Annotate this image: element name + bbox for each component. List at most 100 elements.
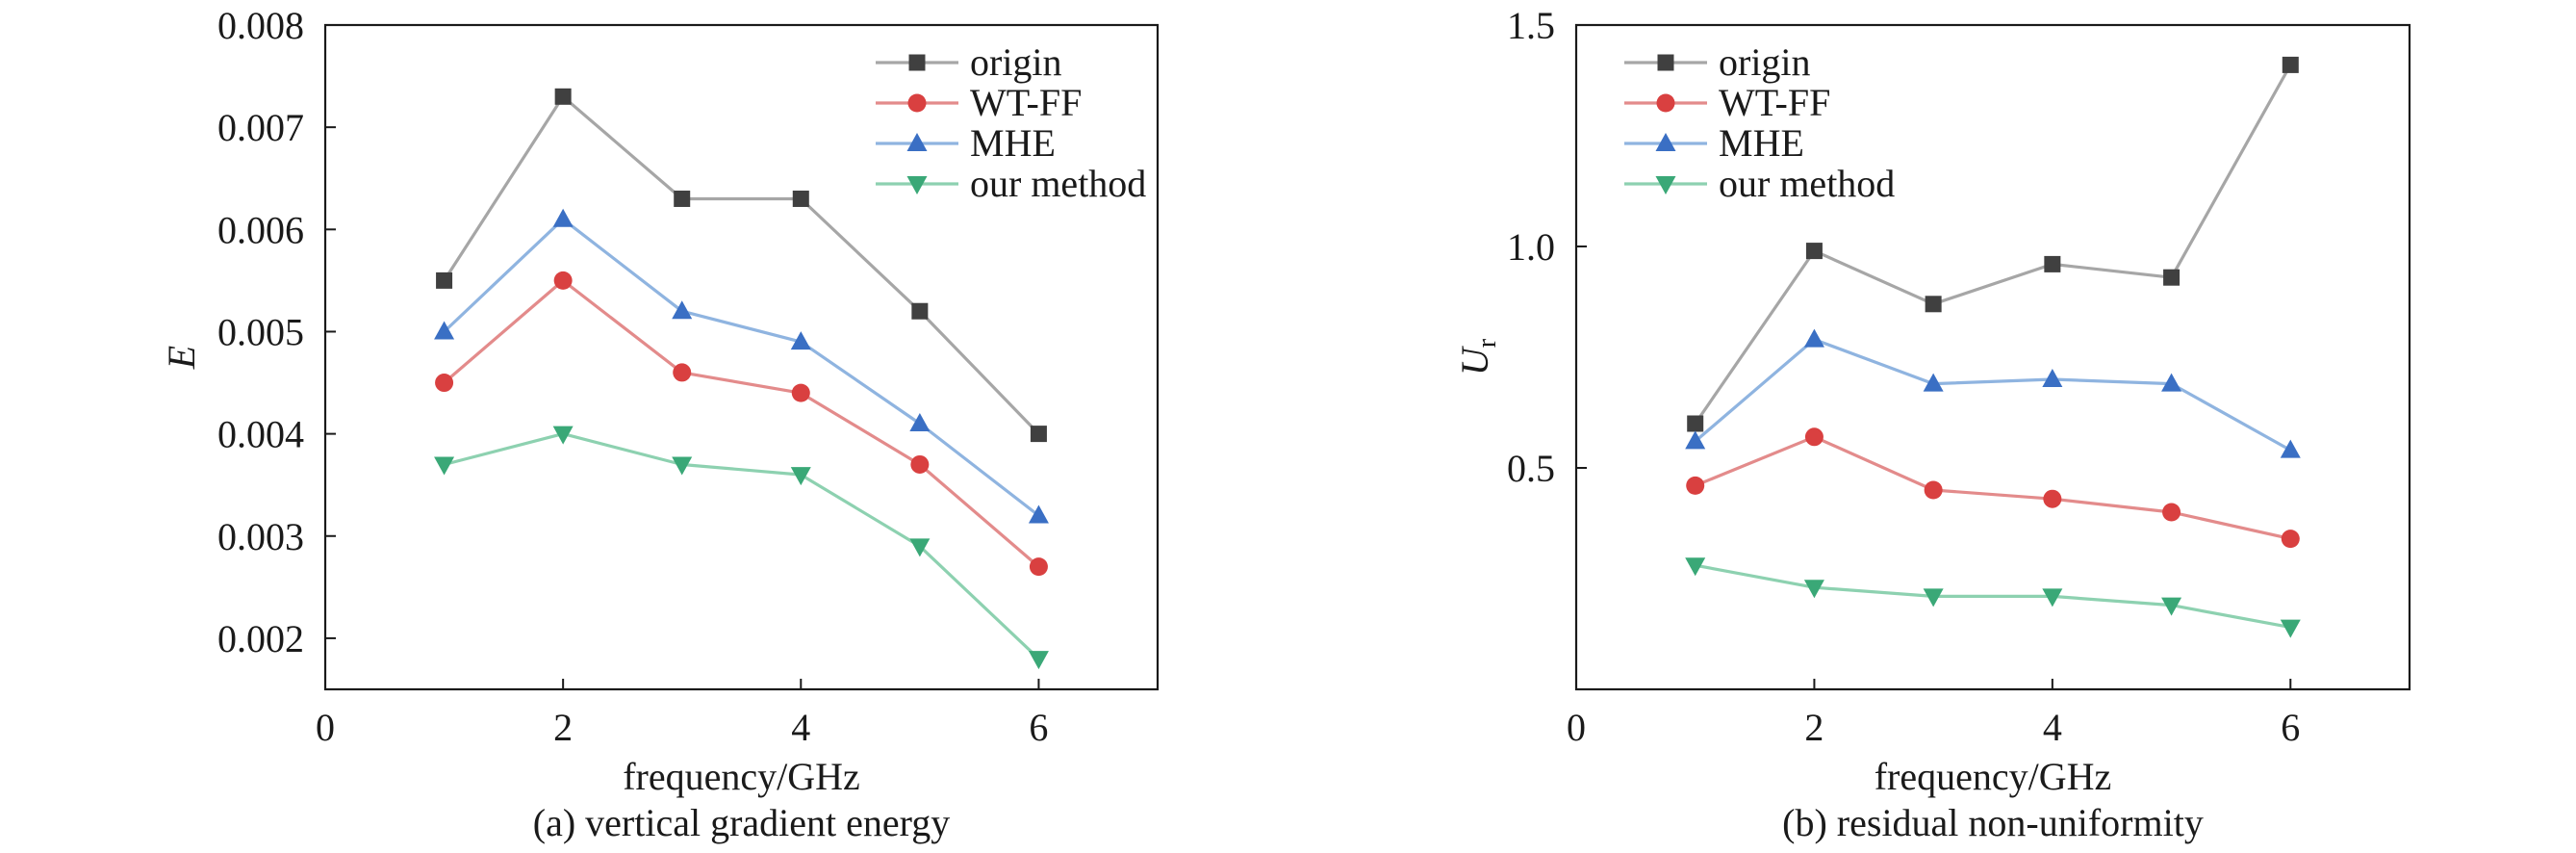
- data-point: [791, 383, 810, 402]
- data-point: [911, 302, 929, 320]
- data-point: [1687, 415, 1704, 432]
- data-point: [792, 190, 809, 207]
- y-tick-label: 1.5: [1507, 4, 1555, 47]
- y-axis-label-subscript: r: [1472, 338, 1502, 348]
- legend-label: our method: [1719, 162, 1895, 205]
- x-tick-label: 2: [1804, 706, 1824, 749]
- chart-caption: (b) residual non-uniformity: [1782, 801, 2204, 844]
- series-wt-ff: [435, 271, 1048, 577]
- data-point: [1923, 373, 1944, 392]
- data-point: [554, 88, 572, 105]
- y-tick-label: 0.004: [217, 413, 304, 456]
- data-point: [1030, 426, 1047, 443]
- series-origin: [1687, 56, 2299, 432]
- legend-label: WT-FF: [1719, 81, 1830, 124]
- legend-entry: origin: [1624, 40, 1811, 84]
- data-point: [2163, 269, 2181, 286]
- data-point: [1924, 480, 1943, 500]
- legend-marker: [1657, 54, 1674, 71]
- legend-marker: [906, 176, 928, 194]
- data-point: [790, 331, 811, 350]
- legend-marker: [906, 133, 928, 151]
- legend-marker: [1655, 133, 1676, 151]
- legend-marker: [1655, 176, 1676, 194]
- series-line: [1695, 435, 2291, 541]
- chart-vertical-gradient-energy: 0 2 4 6 0.002 0.003 0.004 0.005 0.006 0.007 0.008 f…: [160, 4, 1160, 844]
- chart-caption: (a) vertical gradient energy: [533, 801, 950, 844]
- data-point: [552, 426, 574, 445]
- data-point: [2280, 439, 2301, 458]
- data-point: [1803, 580, 1824, 599]
- y-tick-label: 0.5: [1507, 447, 1555, 490]
- legend-label: origin: [970, 40, 1062, 84]
- legend-label: MHE: [1719, 121, 1804, 165]
- data-point: [1925, 296, 1942, 313]
- legend-entry: our method: [1624, 162, 1895, 205]
- series-line: [1694, 338, 2292, 452]
- series-line: [1694, 64, 2292, 425]
- data-point: [2044, 255, 2061, 272]
- x-tick-label: 6: [1029, 706, 1048, 749]
- y-tick-label: 1.0: [1507, 225, 1555, 269]
- chart-residual-non-uniformity: 0 2 4 6 0.5 1.0 1.5 frequency/GHz Ur (b) residual…: [1453, 4, 2411, 844]
- y-tick-label: 0.007: [217, 106, 304, 149]
- legend-label: origin: [1719, 40, 1811, 84]
- data-point: [2161, 373, 2182, 392]
- data-point: [2281, 530, 2300, 549]
- data-point: [1029, 557, 1048, 577]
- data-point: [2043, 489, 2062, 508]
- data-point: [434, 456, 455, 476]
- data-point: [436, 271, 453, 289]
- series-mhe: [1685, 328, 2301, 458]
- legend-label: our method: [970, 162, 1146, 205]
- data-point: [552, 208, 574, 227]
- legend-marker: [907, 93, 927, 113]
- legend-marker: [1656, 93, 1675, 113]
- data-point: [1685, 557, 1706, 577]
- data-point: [2280, 619, 2301, 638]
- plot-frame: [1574, 23, 2411, 691]
- x-axis-label: frequency/GHz: [1875, 755, 2112, 798]
- y-tick-label: 0.006: [217, 208, 304, 251]
- x-tick-label: 0: [1567, 706, 1586, 749]
- data-point: [1685, 430, 1706, 450]
- legend-entry: our method: [876, 162, 1146, 205]
- data-point: [674, 190, 691, 207]
- y-tick-label: 0.005: [217, 310, 304, 353]
- series-origin: [436, 88, 1047, 443]
- legend-marker: [908, 54, 926, 71]
- y-tick-label: 0.003: [217, 515, 304, 558]
- data-point: [673, 363, 692, 382]
- x-tick-label: 4: [791, 706, 810, 749]
- legend-entry: MHE: [876, 121, 1056, 165]
- y-axis-label: E: [160, 346, 203, 370]
- data-point: [2042, 369, 2063, 387]
- x-tick-label: 2: [553, 706, 573, 749]
- x-tick-label: 4: [2043, 706, 2062, 749]
- series-line: [443, 278, 1040, 568]
- series-wt-ff: [1686, 427, 2300, 549]
- legend-entry: MHE: [1624, 121, 1804, 165]
- x-tick-label: 6: [2281, 706, 2300, 749]
- legend-label: WT-FF: [970, 81, 1082, 124]
- series-line: [443, 94, 1040, 435]
- series-our-method: [1685, 557, 2301, 638]
- data-point: [1028, 651, 1049, 670]
- series-line: [1695, 563, 2291, 630]
- data-point: [672, 300, 693, 320]
- data-point: [434, 321, 455, 340]
- legend-entry: WT-FF: [1624, 81, 1830, 124]
- series-our-method: [434, 426, 1049, 670]
- data-point: [909, 413, 931, 431]
- data-point: [1686, 476, 1705, 495]
- data-point: [790, 467, 811, 486]
- data-point: [2161, 597, 2182, 616]
- x-tick-label: 0: [316, 706, 335, 749]
- data-point: [1804, 427, 1824, 447]
- series-mhe: [434, 208, 1049, 524]
- data-point: [1805, 243, 1823, 260]
- legend-entry: origin: [876, 40, 1062, 84]
- plot-frame: [323, 23, 1160, 691]
- data-point: [1803, 328, 1824, 348]
